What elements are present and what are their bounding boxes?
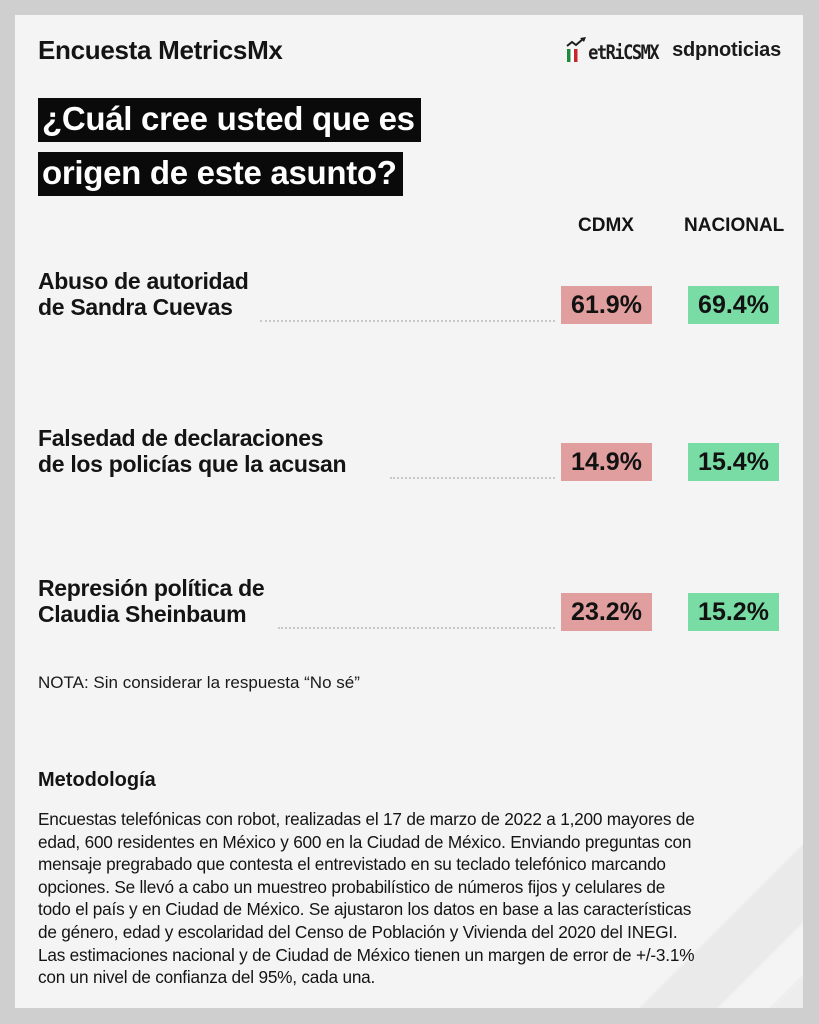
question-line-1: ¿Cuál cree usted que es xyxy=(38,98,421,142)
column-header-cdmx: CDMX xyxy=(578,215,634,236)
methodology-line: mensaje pregrabado que contesta el entre… xyxy=(38,854,666,875)
answer-label-line-2: de Sandra Cuevas xyxy=(38,294,233,320)
result-row: Represión política de Claudia Sheinbaum … xyxy=(38,575,788,635)
column-header-nacional: NACIONAL xyxy=(684,215,785,236)
metricsmx-wordmark: etRiCSMX xyxy=(588,41,659,65)
question-heading: ¿Cuál cree usted que es origen de este a… xyxy=(38,98,421,206)
answer-label-line-1: Abuso de autoridad xyxy=(38,268,249,294)
dotted-leader xyxy=(260,320,555,322)
methodology-line: con un nivel de confianza del 95%, cada … xyxy=(38,967,376,988)
dotted-leader xyxy=(278,627,555,629)
value-cdmx: 23.2% xyxy=(561,593,652,631)
value-nacional: 15.4% xyxy=(688,443,779,481)
value-cdmx: 61.9% xyxy=(561,286,652,324)
value-cdmx: 14.9% xyxy=(561,443,652,481)
methodology-line: todo el país y en Ciudad de México. Se a… xyxy=(38,899,692,920)
rising-chart-icon xyxy=(566,37,587,62)
methodology-line: de género, edad y escolaridad del Censo … xyxy=(38,921,678,942)
logos: etRiCSMX sdpnoticias xyxy=(566,37,781,65)
answer-label: Falsedad de declaraciones de los policía… xyxy=(38,425,347,477)
result-row: Abuso de autoridad de Sandra Cuevas 61.9… xyxy=(38,268,788,328)
result-row: Falsedad de declaraciones de los policía… xyxy=(38,425,788,485)
methodology-line: edad, 600 residentes en México y 600 en … xyxy=(38,831,692,852)
survey-card: Encuesta MetricsMx etRiCSMX sdpnoticias … xyxy=(15,15,803,1008)
methodology-text: Encuestas telefónicas con robot, realiza… xyxy=(38,808,798,989)
survey-brand-title: Encuesta MetricsMx xyxy=(38,35,283,65)
methodology-title: Metodología xyxy=(38,769,156,791)
answer-label: Represión política de Claudia Sheinbaum xyxy=(38,575,265,627)
sdpnoticias-logo: sdpnoticias xyxy=(672,38,781,61)
value-nacional: 69.4% xyxy=(688,286,779,324)
answer-label-line-2: de los policías que la acusan xyxy=(38,451,347,477)
question-line-2: origen de este asunto? xyxy=(38,152,403,196)
answer-label-line-1: Represión política de xyxy=(38,575,265,601)
answer-label: Abuso de autoridad de Sandra Cuevas xyxy=(38,268,249,320)
answer-label-line-2: Claudia Sheinbaum xyxy=(38,601,247,627)
methodology-line: Encuestas telefónicas con robot, realiza… xyxy=(38,809,695,829)
metricsmx-logo: etRiCSMX xyxy=(566,37,660,65)
dotted-leader xyxy=(390,477,555,479)
methodology-line: opciones. Se llevó a cabo un muestreo pr… xyxy=(38,876,666,897)
footnote: NOTA: Sin considerar la respuesta “No sé… xyxy=(38,673,360,692)
value-nacional: 15.2% xyxy=(688,593,779,631)
methodology-line: Las estimaciones nacional y de Ciudad de… xyxy=(38,944,695,965)
answer-label-line-1: Falsedad de declaraciones xyxy=(38,425,324,451)
